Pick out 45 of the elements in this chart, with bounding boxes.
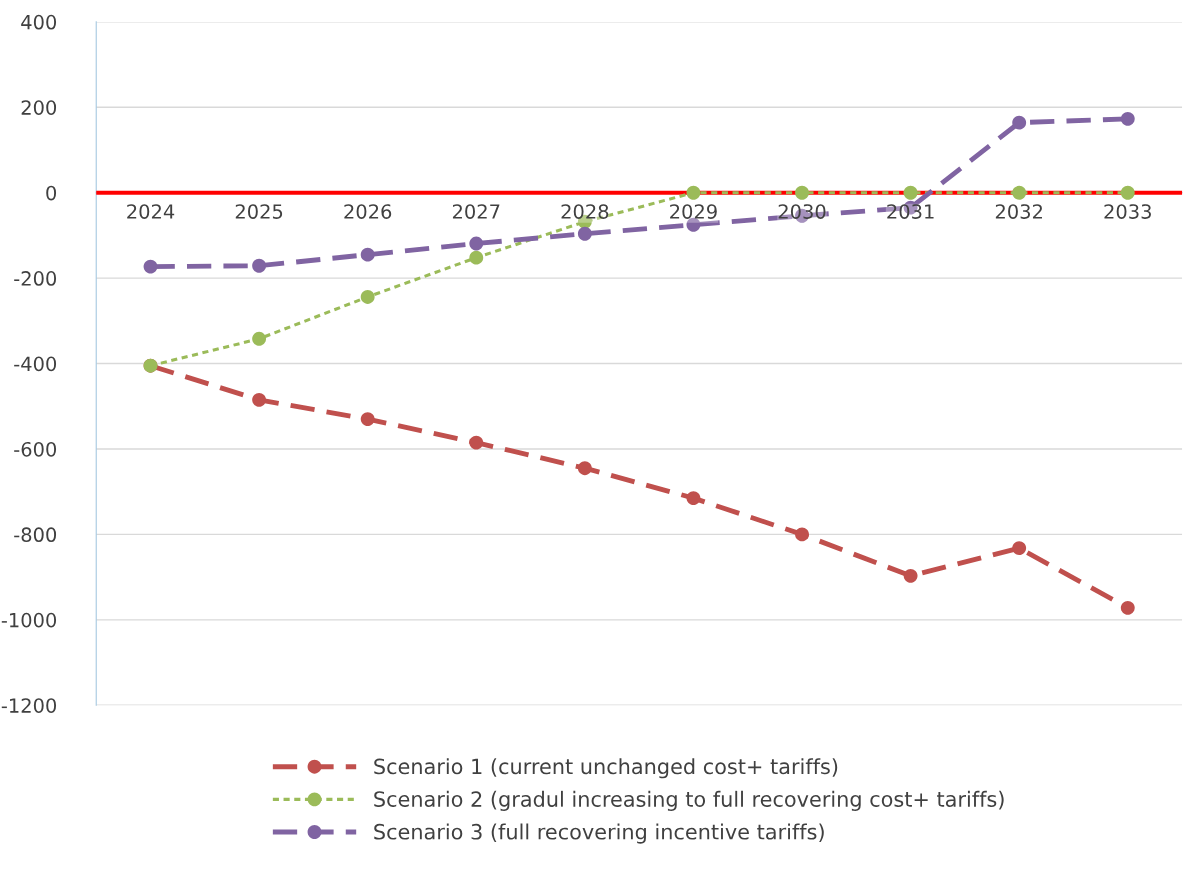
y-tick-label: -1000	[1, 612, 57, 628]
x-tick-label: 2028	[561, 204, 609, 219]
legend-label: Scenario 2 (gradul increasing to full recovering cost+ tariffs)	[374, 790, 1004, 811]
x-tick-label: 2031	[887, 204, 934, 219]
point	[1012, 115, 1027, 130]
point	[360, 247, 375, 262]
point	[577, 226, 592, 241]
point	[252, 258, 267, 273]
point	[360, 289, 375, 304]
point	[577, 461, 592, 476]
point	[1120, 185, 1135, 200]
point	[1120, 111, 1135, 126]
point	[252, 392, 267, 407]
x-tick-label: 2027	[452, 204, 500, 219]
point	[795, 527, 809, 542]
y-tick-label: 0	[46, 185, 57, 201]
legend-label: Scenario 3 (full recovering incentive tariffs)	[374, 823, 824, 844]
y-tick-label: -800	[14, 527, 57, 543]
point	[686, 491, 701, 506]
x-tick-label: 2026	[344, 204, 392, 219]
y-tick-label: -400	[14, 356, 57, 372]
point	[1012, 185, 1027, 200]
point	[252, 331, 267, 346]
point	[1120, 600, 1135, 615]
point	[469, 236, 484, 251]
point	[143, 259, 158, 274]
legend-label: Scenario 1 (current unchanged cost+ tariffs)	[374, 758, 838, 779]
point	[469, 250, 484, 265]
point	[469, 435, 484, 450]
x-tick-label: 2032	[995, 204, 1042, 219]
x-tick-label: 2025	[235, 204, 283, 219]
y-tick-label: -1200	[1, 698, 57, 713]
point	[903, 185, 918, 200]
y-tick-label: -200	[14, 271, 57, 286]
x-tick-label: 2029	[670, 204, 717, 219]
y-tick-label: -600	[14, 441, 57, 457]
point	[686, 185, 701, 200]
y-tick-label: 400	[21, 14, 57, 30]
point	[795, 185, 809, 200]
point	[360, 412, 375, 427]
x-tick-label: 2024	[127, 204, 175, 219]
point	[903, 568, 918, 583]
y-tick-label: 200	[21, 100, 57, 115]
point	[1012, 541, 1027, 556]
x-tick-label: 2033	[1104, 204, 1151, 219]
